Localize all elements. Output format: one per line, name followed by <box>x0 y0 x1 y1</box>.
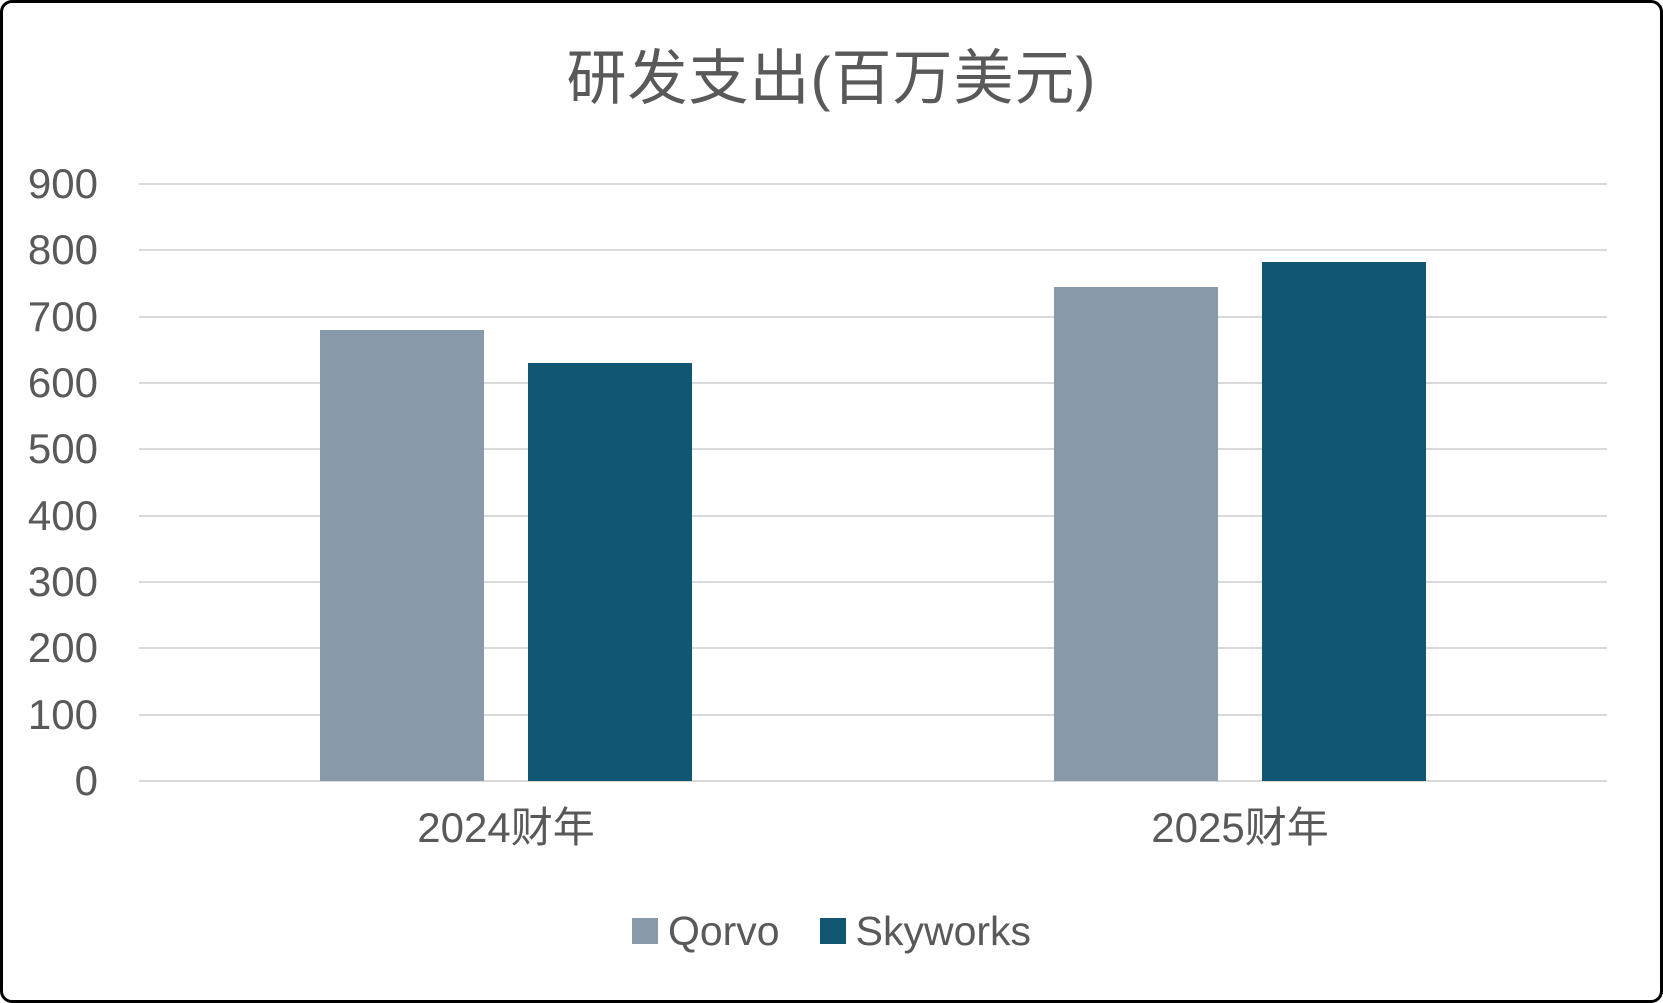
gridline-900 <box>139 183 1607 185</box>
y-tick-label-600: 600 <box>27 359 98 406</box>
x-category-label-1: 2025财年 <box>1151 804 1329 851</box>
bar-qorvo-2024财年 <box>320 329 484 781</box>
chart-title: 研发支出(百万美元) <box>566 45 1097 112</box>
legend-label: Qorvo <box>667 908 780 954</box>
gridline-300 <box>139 581 1607 583</box>
bar-qorvo-2025财年 <box>1054 286 1218 781</box>
legend-swatch-skyworks <box>819 918 846 944</box>
y-tick-label-100: 100 <box>27 690 98 738</box>
legend: Qorvo Skyworks <box>3 908 1660 954</box>
legend-item-skyworks: Skyworks <box>819 908 1032 954</box>
y-tick-label-800: 800 <box>27 226 98 274</box>
y-tick-label-0: 0 <box>74 757 98 804</box>
legend-swatch-qorvo <box>631 918 658 944</box>
gridline-200 <box>139 647 1607 650</box>
gridline-600 <box>139 382 1607 384</box>
y-tick-label-700: 700 <box>27 292 98 340</box>
legend-item-qorvo: Qorvo <box>631 908 780 954</box>
bar-skyworks-2025财年 <box>1262 261 1426 781</box>
bar-skyworks-2024财年 <box>528 363 692 781</box>
gridline-500 <box>139 448 1607 451</box>
y-tick-label-900: 900 <box>27 160 98 207</box>
y-tick-label-200: 200 <box>27 624 98 672</box>
gridline-800 <box>139 249 1607 252</box>
gridline-400 <box>139 514 1607 517</box>
y-tick-label-500: 500 <box>27 425 98 473</box>
legend-label: Skyworks <box>855 908 1032 954</box>
gridline-700 <box>139 315 1607 318</box>
y-tick-label-400: 400 <box>27 491 98 539</box>
gridline-100 <box>139 713 1607 716</box>
y-tick-label-300: 300 <box>27 558 98 605</box>
x-category-label-0: 2024财年 <box>417 804 595 851</box>
gridline-0 <box>139 780 1607 782</box>
